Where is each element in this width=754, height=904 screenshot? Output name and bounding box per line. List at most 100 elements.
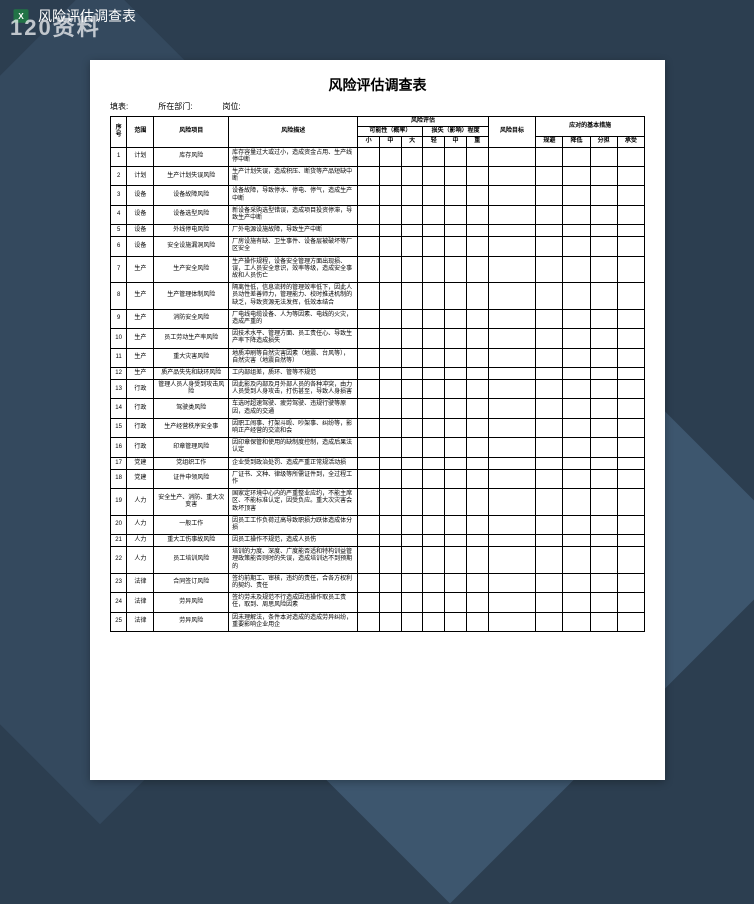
cell-measure-avoid xyxy=(536,256,563,283)
table-row: 7生产生产安全风险生产操作规程，设备安全管理方面出现损、误，工人员安全意识，效率… xyxy=(111,256,645,283)
cell-measure-accept xyxy=(617,225,644,237)
cell-loss-mid xyxy=(445,309,467,328)
th-prob-mid: 中 xyxy=(379,137,401,147)
table-row: 23法律合同签订风险签约前期工、审核，违约的责任，合各方权利的契约、责任 xyxy=(111,573,645,592)
cell-loss-heavy xyxy=(466,283,488,310)
cell-prob-mid xyxy=(379,515,401,534)
cell-loss-mid xyxy=(445,348,467,367)
document-title: 风险评估调查表 xyxy=(110,75,645,95)
cell-desc: 设备故障，导致停水、停电、停气，造成生产中断 xyxy=(229,186,358,205)
cell-scope: 人力 xyxy=(127,489,154,516)
cell-desc: 因印章保管和使用的缺制度控制，造成后果法认定 xyxy=(229,438,358,457)
cell-measure-accept xyxy=(617,283,644,310)
cell-project: 质产品失先和缺环风险 xyxy=(154,367,229,379)
cell-project: 生产经营秩序安全事 xyxy=(154,418,229,437)
cell-prob-small xyxy=(358,166,380,185)
cell-loss-light xyxy=(423,457,445,469)
cell-prob-small xyxy=(358,283,380,310)
cell-goal xyxy=(488,535,536,547)
th-measure-reduce: 降低 xyxy=(563,137,590,147)
cell-loss-light xyxy=(423,535,445,547)
cell-goal xyxy=(488,438,536,457)
cell-measure-avoid xyxy=(536,612,563,631)
cell-loss-light xyxy=(423,489,445,516)
cell-measure-reduce xyxy=(563,348,590,367)
cell-scope: 生产 xyxy=(127,329,154,348)
cell-prob-mid xyxy=(379,283,401,310)
cell-goal xyxy=(488,469,536,488)
cell-project: 重大工伤事故风险 xyxy=(154,535,229,547)
cell-seq: 22 xyxy=(111,547,127,574)
cell-desc: 厂房设施有缺、卫生事件、设备层被破坏等厂区安全 xyxy=(229,237,358,256)
cell-measure-avoid xyxy=(536,535,563,547)
cell-loss-heavy xyxy=(466,237,488,256)
cell-loss-light xyxy=(423,573,445,592)
cell-goal xyxy=(488,593,536,612)
cell-desc: 生产操作规程，设备安全管理方面出现损、误，工人员安全意识，效率等级，造成安全事故… xyxy=(229,256,358,283)
cell-prob-mid xyxy=(379,256,401,283)
cell-loss-light xyxy=(423,399,445,418)
cell-loss-heavy xyxy=(466,166,488,185)
cell-project: 生产安全风险 xyxy=(154,256,229,283)
cell-loss-heavy xyxy=(466,348,488,367)
cell-project: 安全生产、消防、重大次变害 xyxy=(154,489,229,516)
cell-seq: 2 xyxy=(111,166,127,185)
cell-measure-share xyxy=(590,237,617,256)
cell-measure-share xyxy=(590,399,617,418)
risk-table: 序号 范围 风险项目 风险描述 风险评估 风险目标 应对的基本措施 可能性（概率… xyxy=(110,116,645,632)
cell-prob-mid xyxy=(379,489,401,516)
cell-goal xyxy=(488,186,536,205)
th-prob-small: 小 xyxy=(358,137,380,147)
cell-measure-share xyxy=(590,186,617,205)
cell-prob-small xyxy=(358,348,380,367)
cell-prob-mid xyxy=(379,593,401,612)
cell-desc: 生产计划失误，造成积压、断货等产品短缺中断 xyxy=(229,166,358,185)
cell-measure-avoid xyxy=(536,418,563,437)
cell-prob-small xyxy=(358,612,380,631)
table-row: 11生产重大灾害风险地质冲刷等自然灾害因素（地震、台风等），自然灾害（地震自然等… xyxy=(111,348,645,367)
cell-desc: 厂证书、文种、律级等所需证件到，全过程工作 xyxy=(229,469,358,488)
cell-project: 生产计划失误风险 xyxy=(154,166,229,185)
cell-loss-light xyxy=(423,166,445,185)
cell-measure-share xyxy=(590,535,617,547)
th-measure-share: 分担 xyxy=(590,137,617,147)
cell-seq: 5 xyxy=(111,225,127,237)
th-prob-large: 大 xyxy=(401,137,423,147)
cell-desc: 企业受到政治处罚、造成严重正常规活动损 xyxy=(229,457,358,469)
cell-desc: 隔离性低，信息流转的管理效率低下，因此人员动性差善师力，管理能力、校时推进机制的… xyxy=(229,283,358,310)
cell-loss-mid xyxy=(445,186,467,205)
cell-loss-heavy xyxy=(466,399,488,418)
cell-measure-share xyxy=(590,348,617,367)
cell-loss-mid xyxy=(445,612,467,631)
table-body: 1计划库存风险库存容量过大或过小，造成资金占用、生产线停中断2计划生产计划失误风… xyxy=(111,147,645,631)
cell-seq: 17 xyxy=(111,457,127,469)
cell-desc: 车选时超速驾驶、疲劳驾驶、违规行驶等原因，造成的交通 xyxy=(229,399,358,418)
cell-loss-mid xyxy=(445,535,467,547)
th-eval-group: 风险评估 xyxy=(358,117,488,127)
cell-scope: 设备 xyxy=(127,186,154,205)
cell-measure-reduce xyxy=(563,225,590,237)
cell-measure-reduce xyxy=(563,329,590,348)
cell-prob-large xyxy=(401,237,423,256)
cell-desc: 地质冲刷等自然灾害因素（地震、台风等），自然灾害（地震自然等） xyxy=(229,348,358,367)
cell-measure-accept xyxy=(617,348,644,367)
table-row: 4设备设备选型风险新设备采购选型错误，造成项目投资停滞，导致生产中断 xyxy=(111,205,645,224)
cell-loss-light xyxy=(423,186,445,205)
table-row: 17党建党组织工作企业受到政治处罚、造成严重正常规活动损 xyxy=(111,457,645,469)
cell-prob-small xyxy=(358,309,380,328)
cell-prob-small xyxy=(358,225,380,237)
cell-measure-reduce xyxy=(563,612,590,631)
table-row: 25法律劳异风险因未理解法，条件本对造成的造成劳异纠纷，重要影响企业用企 xyxy=(111,612,645,631)
cell-project: 员工培训风险 xyxy=(154,547,229,574)
cell-scope: 行政 xyxy=(127,380,154,399)
cell-measure-share xyxy=(590,593,617,612)
cell-prob-large xyxy=(401,457,423,469)
table-row: 2计划生产计划失误风险生产计划失误，造成积压、断货等产品短缺中断 xyxy=(111,166,645,185)
cell-prob-large xyxy=(401,547,423,574)
cell-loss-heavy xyxy=(466,535,488,547)
cell-loss-heavy xyxy=(466,489,488,516)
cell-prob-large xyxy=(401,225,423,237)
cell-loss-light xyxy=(423,438,445,457)
cell-desc: 因职工闹事、打架斗殴、吵架事、纠纷等，影响正产经营的交流和会 xyxy=(229,418,358,437)
cell-desc: 因此影及内部及月外部人员的各种冲突，由力人员受到人身攻击，打伤甚至，导致人身损害 xyxy=(229,380,358,399)
